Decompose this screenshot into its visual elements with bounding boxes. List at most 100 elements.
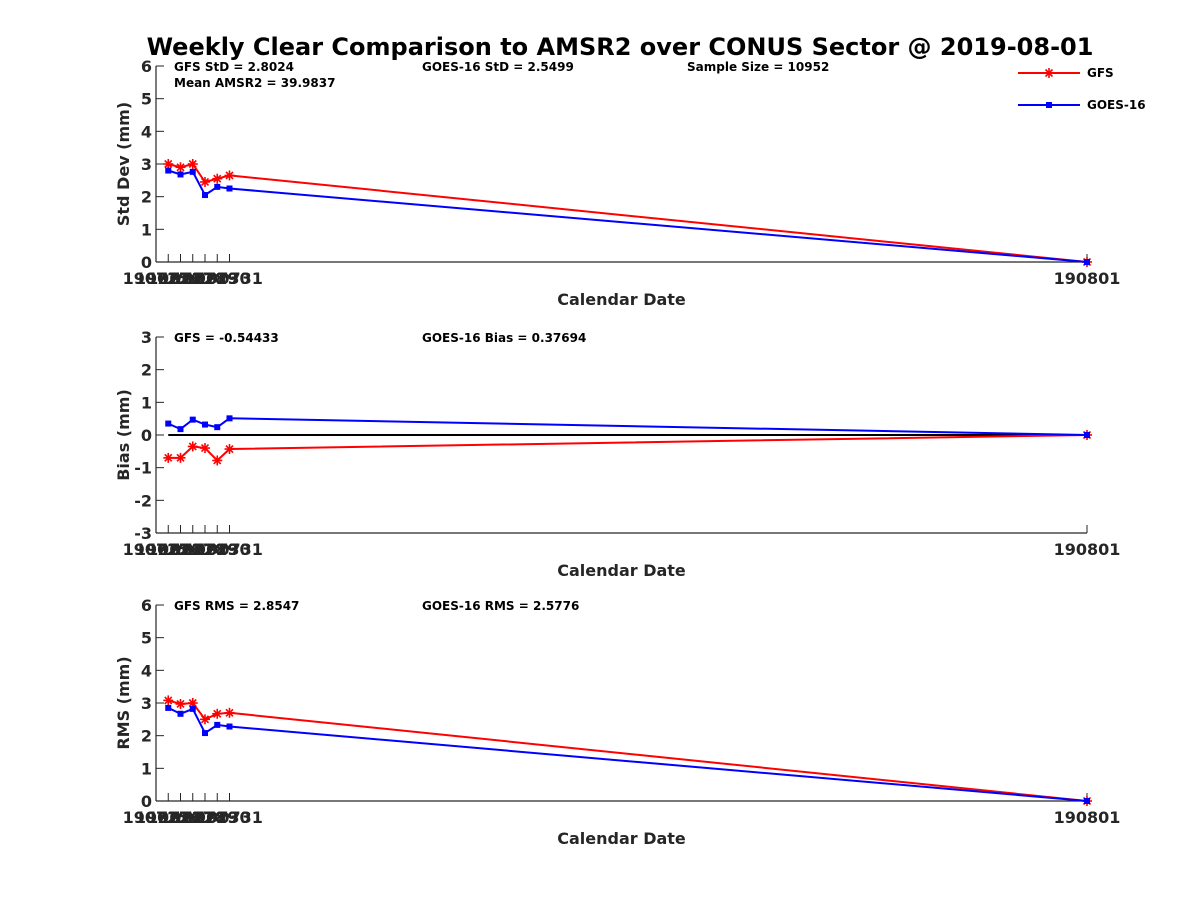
panel-std: 0123456190725190726190727190728190729190… [114,57,1120,309]
data-point-goes-16 [177,710,184,717]
y-tick-label: 6 [141,596,152,615]
x-axis-label: Calendar Date [557,829,686,848]
x-tick-label: 190730 [184,808,251,827]
y-tick-label: -3 [134,524,152,543]
data-point-gfs [212,455,223,466]
y-tick-label: 6 [141,57,152,76]
stat-annotation: GFS RMS = 2.8547 [174,599,299,613]
legend-marker-gfs [1044,68,1054,78]
data-point-goes-16 [214,424,221,431]
x-tick-label: 190729 [172,808,239,827]
x-tick-label: 190731 [196,540,263,559]
data-point-goes-16 [202,730,208,737]
y-tick-label: 0 [141,253,152,272]
panel-bias: -3 -2 -1 0 1 2 3 190725190726190727190728190729… [114,328,1120,580]
x-tick-label: 190725 [123,808,190,827]
x-tick-label: 190725 [123,540,190,559]
y-axis-label: RMS (mm) [114,656,133,749]
data-point-goes-16 [202,192,208,199]
x-tick-label: 190730 [184,540,251,559]
data-point-goes-16 [214,721,221,728]
data-point-gfs [212,708,223,719]
data-point-goes-16 [226,185,233,192]
y-tick-label: 5 [141,629,152,648]
series-line-gfs [168,162,1088,263]
y-tick-label: 1 [141,220,152,239]
y-axis-label: Bias (mm) [114,389,133,481]
x-tick-label: 190728 [159,269,226,288]
legend-label-goes-16: GOES-16 [1087,98,1146,112]
y-tick-label: -1 [134,459,152,478]
y-tick-label: 4 [141,122,152,141]
data-point-gfs [163,159,174,169]
stat-annotation: GFS StD = 2.8024 [174,60,294,74]
data-point-gfs [163,452,174,463]
panel-rms: 0123456190725190726190727190728190729190… [114,596,1120,848]
data-point-gfs [224,444,235,455]
data-point-goes-16 [1084,432,1090,438]
x-tick-label: 190725 [123,269,190,288]
data-point-goes-16 [189,705,196,712]
data-point-gfs [175,452,186,463]
data-point-gfs [187,159,198,169]
x-tick-label: 190801 [1054,808,1121,827]
stat-annotation: GOES-16 RMS = 2.5776 [422,599,579,613]
x-tick-label: 190728 [159,808,226,827]
stat-annotation: Mean AMSR2 = 39.9837 [174,76,335,90]
x-tick-label: 190727 [147,808,214,827]
y-tick-label: 2 [141,188,152,207]
data-point-gfs [212,173,223,184]
chart-title: Weekly Clear Comparison to AMSR2 over CO… [147,33,1094,61]
x-tick-label: 190731 [196,808,263,827]
x-tick-label: 190729 [172,269,239,288]
data-point-gfs [224,170,235,181]
x-axis-label: Calendar Date [557,561,686,580]
data-point-gfs [163,695,174,706]
data-point-goes-16 [202,421,208,428]
data-point-gfs [187,441,198,452]
data-point-goes-16 [1084,798,1090,804]
data-point-goes-16 [189,168,196,175]
data-point-goes-16 [165,420,172,427]
data-point-gfs [200,443,210,454]
data-point-gfs [224,707,235,718]
data-point-goes-16 [1084,259,1090,265]
x-tick-label: 190731 [196,269,263,288]
stat-annotation: GOES-16 StD = 2.5499 [422,60,574,74]
y-tick-label: 0 [141,792,152,811]
y-tick-label: -2 [134,491,152,510]
data-point-goes-16 [177,426,184,433]
data-point-goes-16 [189,416,196,423]
x-tick-label: 190726 [135,269,202,288]
y-tick-label: 3 [141,328,152,347]
x-tick-label: 190726 [135,808,202,827]
y-tick-label: 0 [141,426,152,445]
y-tick-label: 3 [141,694,152,713]
x-tick-label: 190726 [135,540,202,559]
x-tick-label: 190801 [1054,540,1121,559]
y-axis-label: Std Dev (mm) [114,102,133,226]
y-tick-label: 4 [141,661,152,680]
y-tick-label: 1 [141,393,152,412]
data-point-goes-16 [226,723,233,730]
data-point-goes-16 [214,183,221,190]
y-tick-label: 2 [141,361,152,380]
y-tick-label: 2 [141,727,152,746]
x-tick-label: 190727 [147,269,214,288]
data-point-goes-16 [165,704,172,711]
data-point-gfs [200,176,210,187]
stat-annotation: GOES-16 Bias = 0.37694 [422,331,586,345]
data-point-goes-16 [165,167,172,174]
y-tick-label: 1 [141,759,152,778]
x-tick-label: 190727 [147,540,214,559]
stat-annotation: GFS = -0.54433 [174,331,279,345]
x-axis-label: Calendar Date [557,290,686,309]
x-tick-label: 190730 [184,269,251,288]
x-tick-label: 190728 [159,540,226,559]
legend: GFS GOES-16 [1018,66,1146,112]
data-point-goes-16 [177,171,184,178]
data-point-gfs [200,714,210,725]
x-tick-label: 190729 [172,540,239,559]
